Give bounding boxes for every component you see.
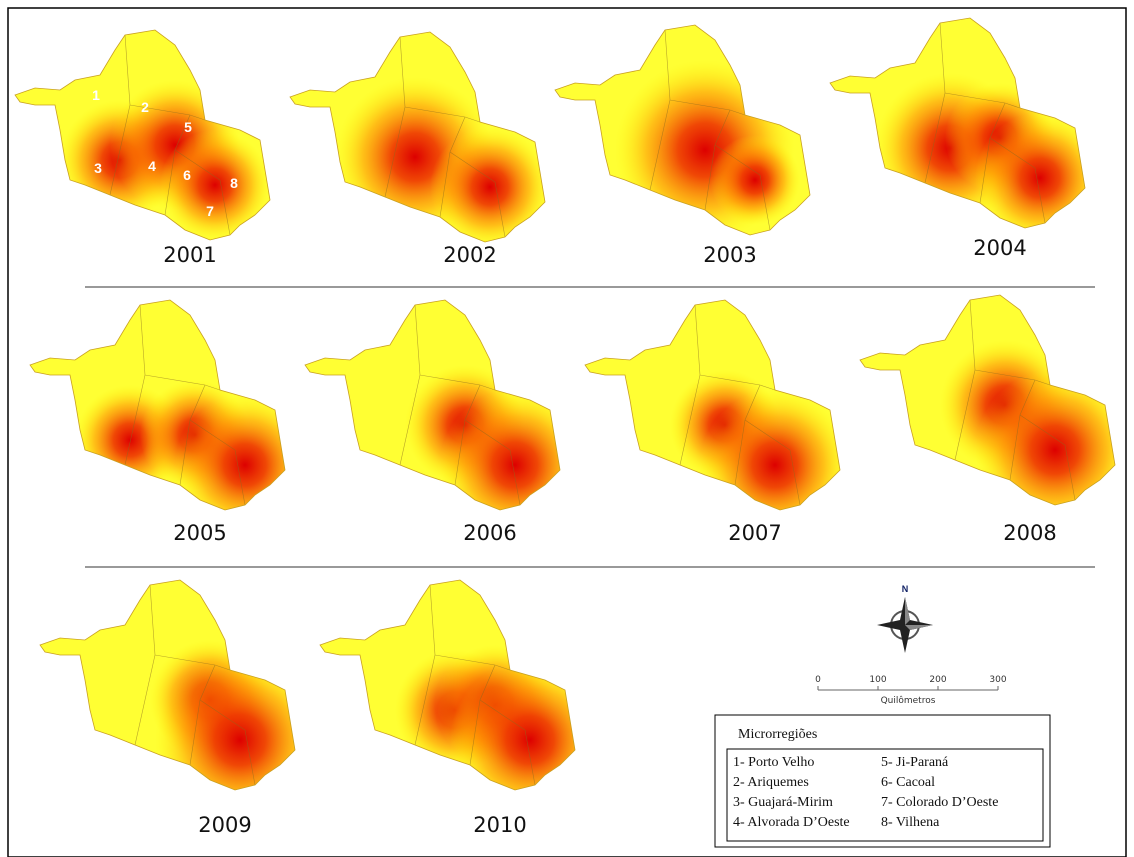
legend-item: 7- Colorado D’Oeste [881,795,998,810]
scale-tick: 200 [929,675,946,685]
year-label: 2004 [973,236,1026,260]
year-label: 2005 [173,521,226,545]
region-number: 8 [230,175,238,191]
heat-layer [875,73,1105,243]
scale-bar: 0 100 200 300 Quilômetros [815,675,1007,706]
year-label: 2009 [198,813,251,837]
hotspot [975,370,1134,530]
heat-map [585,300,850,540]
heat-map [830,18,1105,243]
legend-item: 4- Alvorada D’Oeste [733,815,850,830]
heat-layer [940,340,1134,530]
hotspot [430,127,550,247]
hotspot [700,390,850,540]
year-label: 2001 [163,243,216,267]
legend-item: 5- Ji-Paraná [881,755,949,770]
legend-item: 2- Ariquemes [733,775,809,790]
heat-map [15,30,270,240]
scale-tick: 300 [989,675,1006,685]
scale-unit: Quilômetros [881,695,936,706]
region-number: 4 [148,158,156,174]
heat-map [290,32,550,247]
year-label: 2003 [703,243,756,267]
heat-layer [335,77,550,247]
hotspot [155,655,325,825]
legend-item: 3- Guajará-Mirim [733,795,833,810]
region-number: 2 [141,99,149,115]
region-number: 6 [183,167,191,183]
scale-tick: 100 [869,675,886,685]
heat-map [320,580,610,820]
heat-map [40,580,325,825]
year-label: 2006 [463,521,516,545]
region-number: 1 [92,87,100,103]
hotspot [710,135,800,225]
legend-item: 6- Cacoal [881,775,935,790]
heat-layer [150,640,325,825]
hotspot [975,113,1105,243]
year-label: 2002 [443,243,496,267]
heat-layer [405,365,590,540]
hotspot [175,395,315,535]
figure: N 0 100 200 300 Quilômetros Microrregiõe… [0,0,1134,857]
heat-layer [670,370,850,540]
region-number: 7 [206,203,214,219]
year-label: 2008 [1003,521,1056,545]
year-label: 2007 [728,521,781,545]
compass-label: N [902,584,909,594]
compass: N [877,584,933,653]
scale-tick: 0 [815,675,821,685]
legend: Microrregiões 1- Porto Velho 2- Ariquemes… [715,715,1050,847]
heat-layer [395,645,610,820]
heat-map [860,295,1134,530]
region-number: 5 [184,119,192,135]
legend-title: Microrregiões [738,727,817,742]
hotspot [440,390,590,540]
legend-item: 8- Vilhena [881,815,940,830]
heat-layer [615,60,800,240]
legend-item: 1- Porto Velho [733,755,814,770]
year-label: 2010 [473,813,526,837]
region-number: 3 [94,160,102,176]
heat-map [305,300,590,540]
heat-map [555,25,810,240]
heat-map [30,300,315,535]
heat-layer [75,380,315,535]
